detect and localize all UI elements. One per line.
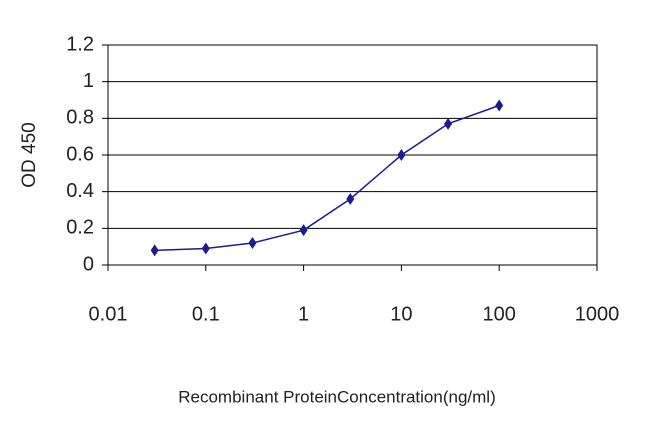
x-tick-label: 1 <box>298 303 309 325</box>
data-point <box>150 244 159 257</box>
x-tick-label: 1000 <box>575 303 620 325</box>
data-point <box>248 237 257 249</box>
y-axis-label: OD 450 <box>19 122 40 187</box>
plot-frame <box>107 44 598 266</box>
data-point <box>495 99 504 112</box>
data-point <box>299 224 308 237</box>
y-tick-label: 1.2 <box>66 33 94 55</box>
x-tick-label: 100 <box>483 303 516 325</box>
x-tick-label: 0.1 <box>192 303 220 325</box>
y-tick-label: 0.8 <box>66 107 94 129</box>
y-tick-label: 1 <box>83 70 94 92</box>
data-point <box>201 242 210 255</box>
data-line <box>154 104 500 252</box>
y-tick-label: 0 <box>83 253 94 275</box>
x-tick-label: 10 <box>390 303 412 325</box>
y-tick-label: 0.2 <box>66 217 94 239</box>
y-tick-label: 0.6 <box>66 143 94 165</box>
x-axis-label: Recombinant ProteinConcentration(ng/ml) <box>178 387 496 406</box>
data-point <box>444 117 453 130</box>
data-point <box>346 193 355 205</box>
y-tick-label: 0.4 <box>66 180 94 202</box>
x-tick-label: 0.01 <box>89 303 128 325</box>
data-point <box>397 149 406 161</box>
